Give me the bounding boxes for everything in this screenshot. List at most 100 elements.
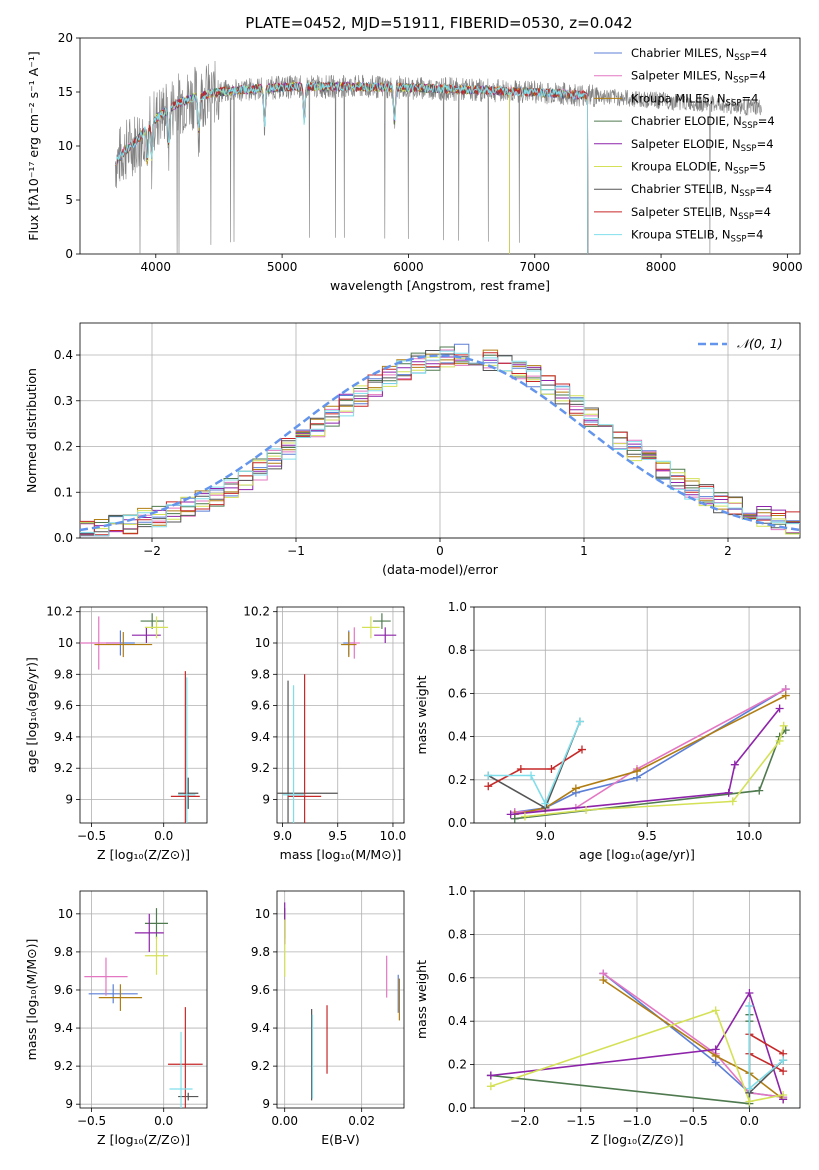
series-marker-chabrier-elodie (510, 814, 519, 823)
x-tick-label: 9.0 (536, 829, 555, 843)
series-line-salpeter-miles (602, 972, 784, 1098)
model-line-salpeter-miles (114, 80, 589, 254)
y-tick-label: 9 (262, 1097, 270, 1111)
series-marker-kroupa-elodie (711, 1006, 720, 1015)
y-tick-label: 10 (58, 636, 73, 650)
y-tick-label: 9.4 (54, 730, 73, 744)
histogram-kroupa-stelib (80, 350, 800, 537)
x-tick-label: 9.5 (328, 829, 347, 843)
series-marker-kroupa-stelib (575, 717, 584, 726)
series-marker-kroupa-stelib (779, 1056, 788, 1065)
y-tick-label: 10.2 (243, 605, 270, 619)
x-axis-label: Z [log₁₀(Z/Z⊙)] (97, 1132, 190, 1147)
y-tick-label: 0.2 (448, 773, 467, 787)
y-tick-label: 9.2 (54, 761, 73, 775)
x-tick-label: 8000 (646, 260, 677, 274)
y-axis-label: mass weight (414, 960, 429, 1039)
y-tick-label: 9.2 (251, 761, 270, 775)
series-marker-kroupa-elodie (486, 1082, 495, 1091)
series-marker-kroupa-elodie (779, 721, 788, 730)
x-tick-label: −0.5 (679, 1114, 708, 1128)
x-tick-label: 0.00 (271, 1114, 298, 1128)
legend-entry: Kroupa MILES, NSSP=4 (631, 91, 758, 108)
series-line-kroupa-miles (602, 979, 784, 1100)
model-line-kroupa-miles (115, 81, 589, 254)
series-marker-kroupa-elodie (520, 812, 529, 821)
legend-entry: Salpeter MILES, NSSP=4 (631, 69, 766, 86)
y-tick-label: 9 (262, 793, 270, 807)
histogram-salpeter-stelib (80, 352, 800, 536)
spectrum-legend: Chabrier MILES, NSSP=4 Salpeter MILES, NS… (594, 46, 775, 245)
x-tick-label: −2 (143, 544, 161, 558)
model-line-kroupa-stelib (115, 80, 589, 254)
series-line-salpeter-elodie (510, 708, 781, 816)
mass-weight-vs-metallicity-panel: −2.0 −1.5 −1.0 −0.5 0.0 0.0 0.2 0.4 0.6 0.8 1.0 Z [… (414, 884, 801, 1147)
series-line-kroupa-elodie (490, 1009, 784, 1103)
y-axis-label: mass weight (414, 675, 429, 754)
series-marker-kroupa-miles (781, 691, 790, 700)
series-marker-salpeter-elodie (745, 988, 754, 997)
legend-entry: Salpeter ELODIE, NSSP=4 (631, 137, 774, 154)
axes-frame (473, 606, 801, 824)
y-tick-label: 9.4 (251, 1021, 270, 1035)
spectrum-panel: PLATE=0452, MJD=51911, FIBERID=0530, z=0… (26, 14, 803, 293)
spectrum-title: PLATE=0452, MJD=51911, FIBERID=0530, z=0… (245, 14, 632, 32)
y-tick-label: 0.4 (54, 348, 73, 362)
legend-entry: Chabrier ELODIE, NSSP=4 (631, 114, 775, 131)
x-tick-label: 1 (580, 544, 588, 558)
y-tick-label: 9.2 (54, 1059, 73, 1073)
y-tick-label: 0.2 (448, 1058, 467, 1072)
series-marker-salpeter-elodie (506, 810, 515, 819)
mass-weight-lines (484, 685, 790, 823)
y-tick-label: 10 (255, 907, 270, 921)
y-tick-label: 9.6 (251, 983, 270, 997)
y-tick-label: 9.6 (251, 699, 270, 713)
series-line-chabrier-stelib (748, 1006, 784, 1095)
series-marker-salpeter-stelib (577, 745, 586, 754)
y-tick-label: 10 (58, 907, 73, 921)
mass-weight-lines (486, 969, 788, 1108)
y-tick-label: 9 (65, 793, 73, 807)
series-marker-kroupa-elodie (582, 806, 591, 815)
series-marker-kroupa-stelib (541, 799, 550, 808)
x-axis-label: age [log₁₀(age/yr)] (579, 847, 695, 862)
age-vs-metallicity-panel: −0.5 0.0 9 9.2 9.4 9.6 9.8 10 10.2 Z [log₁₀(Z/Z⊙)… (24, 605, 208, 862)
residual-histogram-panel: −2 −1 0 1 2 0.0 0.1 0.2 0.3 0.4 (data-model)/error… (24, 322, 801, 577)
series-marker-kroupa-miles (633, 767, 641, 776)
y-tick-label: 9.8 (54, 667, 73, 681)
x-axis-label: (data-model)/error (382, 562, 499, 577)
x-tick-label: 2 (724, 544, 732, 558)
y-tick-label: 1.0 (448, 600, 467, 614)
y-tick-label: 0.1 (54, 485, 73, 499)
series-marker-salpeter-elodie (775, 704, 784, 713)
legend-entry: Chabrier MILES, NSSP=4 (631, 46, 767, 63)
series-marker-kroupa-stelib (745, 1002, 754, 1011)
x-tick-label: −1.0 (622, 1114, 651, 1128)
y-axis-label: Flux [fλ10⁻¹⁷ erg cm⁻² s⁻¹ A⁻¹] (26, 51, 41, 240)
x-tick-label: 0.02 (348, 1114, 375, 1128)
legend-entry: Chabrier STELIB, NSSP=4 (631, 182, 772, 199)
mass-vs-ebv-panel: 0.00 0.02 9 9.2 9.4 9.6 9.8 10 E(B-V) (251, 890, 405, 1147)
axes-frame (473, 890, 801, 1109)
model-line-salpeter-stelib (115, 81, 589, 254)
series-marker-chabrier-elodie (755, 786, 764, 795)
y-tick-label: 15 (58, 85, 73, 99)
y-tick-label: 0 (65, 247, 73, 261)
y-tick-label: 9.8 (251, 667, 270, 681)
legend-entry: Kroupa ELODIE, NSSP=5 (631, 160, 766, 177)
model-line-chabrier-stelib (114, 81, 589, 254)
y-tick-label: 0.4 (448, 1014, 467, 1028)
gaussian-curve (80, 354, 800, 532)
error-bars (277, 613, 397, 823)
y-tick-label: 20 (58, 31, 73, 45)
series-marker-kroupa-stelib (745, 1084, 754, 1093)
x-tick-label: −1 (287, 544, 305, 558)
series-marker-kroupa-elodie (775, 736, 784, 745)
y-tick-label: 9 (65, 1097, 73, 1111)
series-marker-salpeter-stelib (547, 765, 556, 773)
spectrum-plot-area (114, 60, 763, 254)
x-tick-label: 0.0 (154, 829, 173, 843)
series-line-salpeter-elodie (490, 991, 784, 1100)
mass-weight-vs-age-panel: 9.0 9.5 10.0 0.0 0.2 0.4 0.6 0.8 1.0 age [log₁₀(a… (414, 600, 801, 862)
x-tick-label: 9.0 (273, 829, 292, 843)
